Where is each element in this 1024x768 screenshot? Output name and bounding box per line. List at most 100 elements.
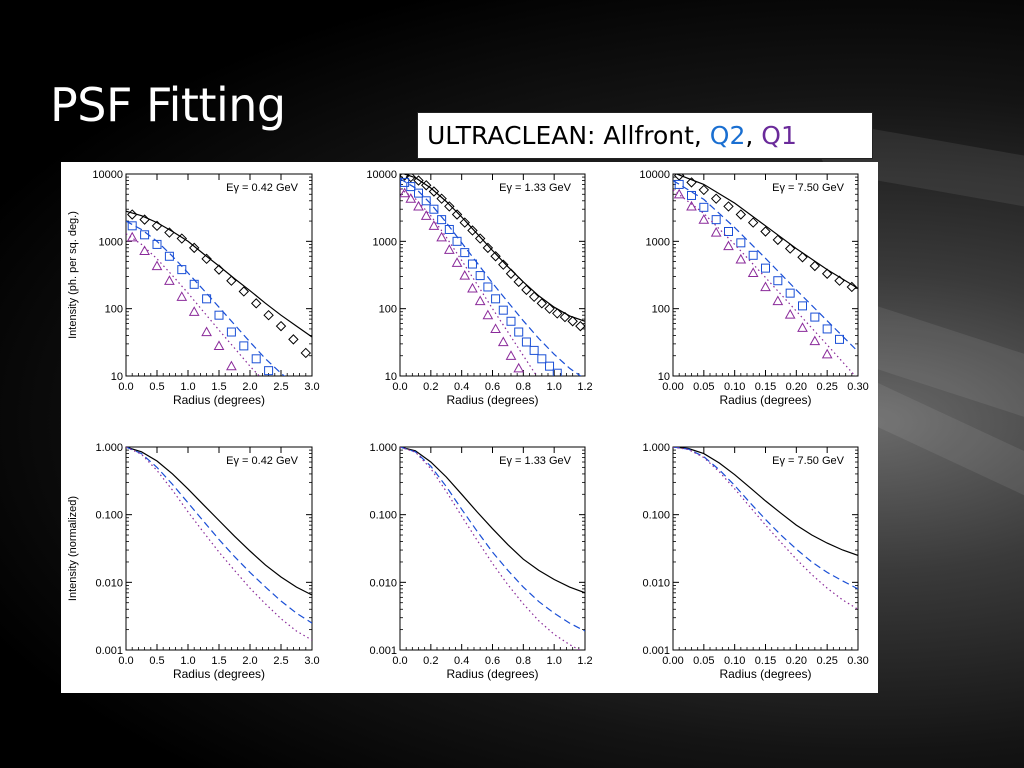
- x-tick-label: 0.15: [755, 655, 776, 667]
- x-axis-label: Radius (degrees): [446, 667, 538, 681]
- energy-annotation: Eγ = 7.50 GeV: [772, 182, 845, 194]
- data-point-square: [444, 224, 454, 234]
- data-point-square: [521, 337, 531, 347]
- psf-figure: 0.0 0.5 1.0 1.5 2.0 2.5 3.0 10 100 1000 10000 Radiu…: [67, 169, 869, 681]
- x-tick-label: 0.4: [454, 655, 469, 667]
- series-curve-q1: [400, 447, 581, 650]
- data-point-square: [529, 345, 539, 355]
- x-tick-label: 1.2: [577, 655, 592, 667]
- energy-annotation: Eγ = 0.42 GeV: [226, 455, 299, 467]
- data-point-triangle: [482, 309, 494, 320]
- data-point-square: [127, 221, 137, 231]
- data-point-square: [460, 248, 470, 258]
- series-curve-allfront: [402, 174, 585, 322]
- data-point-diamond: [567, 316, 578, 327]
- data-point-diamond: [747, 217, 759, 228]
- data-point-square: [748, 250, 758, 260]
- x-tick-label: 0.25: [816, 381, 837, 393]
- y-axis-label: Intensity (normalized): [67, 496, 79, 601]
- data-point-triangle: [474, 295, 486, 306]
- x-tick-label: 0.8: [516, 381, 531, 393]
- data-point-diamond: [552, 308, 563, 319]
- x-tick-label: 0.6: [485, 655, 500, 667]
- data-point-square: [514, 327, 524, 337]
- data-point-diamond: [482, 242, 494, 254]
- data-point-triangle: [405, 193, 417, 203]
- series-curve-allfront: [400, 447, 585, 594]
- y-tick-label: 1.000: [95, 442, 123, 454]
- data-point-triangle: [428, 220, 440, 230]
- data-point-square: [724, 226, 733, 236]
- data-point-diamond: [559, 311, 571, 323]
- x-tick-label: 1.2: [577, 381, 592, 393]
- x-tick-label: 0.00: [662, 381, 683, 393]
- x-tick-label: 3.0: [304, 381, 319, 393]
- data-point-triangle: [213, 340, 225, 350]
- data-point-diamond: [288, 334, 299, 345]
- data-point-diamond: [521, 284, 532, 296]
- data-point-diamond: [428, 186, 440, 197]
- data-point-diamond: [846, 281, 858, 293]
- x-axis-label: Radius (degrees): [173, 393, 265, 407]
- data-point-triangle: [505, 350, 517, 360]
- chart-panel-2: 0.0 0.2 0.4 0.6 0.8 1.0 1.2 10 100 1000 10000 Radiu…: [366, 169, 592, 407]
- x-tick-label: 1.0: [547, 655, 562, 667]
- energy-annotation: Eγ = 7.50 GeV: [772, 455, 845, 467]
- data-point-square: [226, 327, 236, 337]
- plot-area: [673, 447, 858, 610]
- x-axis-label: Radius (degrees): [719, 667, 811, 681]
- data-point-square: [189, 279, 199, 289]
- series-curve-q2: [400, 447, 585, 632]
- data-point-square: [264, 366, 274, 376]
- data-point-triangle: [710, 227, 722, 237]
- data-point-square: [687, 190, 696, 200]
- y-tick-label: 1000: [373, 236, 397, 248]
- data-point-diamond: [505, 268, 517, 279]
- y-tick-label: 0.100: [642, 510, 670, 522]
- data-point-triangle: [784, 308, 796, 319]
- plot-area: [400, 174, 585, 376]
- data-point-diamond: [575, 320, 585, 332]
- x-tick-label: 0.5: [149, 381, 164, 393]
- data-point-diamond: [723, 201, 734, 212]
- data-point-triangle: [459, 270, 471, 280]
- plot-area: [126, 447, 312, 641]
- data-point-diamond: [300, 347, 312, 359]
- y-tick-label: 100: [379, 304, 397, 316]
- series-curve-q2: [126, 447, 312, 624]
- data-point-triangle: [723, 240, 734, 251]
- data-point-triangle: [451, 257, 463, 267]
- x-tick-label: 0.30: [847, 655, 868, 667]
- data-point-diamond: [735, 209, 747, 220]
- data-point-square: [773, 276, 783, 286]
- x-tick-label: 0.15: [755, 381, 776, 393]
- x-tick-label: 1.0: [180, 655, 195, 667]
- data-point-square: [711, 215, 721, 225]
- data-point-diamond: [126, 209, 138, 220]
- chart-panel-4: 0.0 0.5 1.0 1.5 2.0 2.5 3.0 0.001 0.010 0.100 1.00…: [67, 442, 320, 681]
- data-point-triangle: [400, 187, 410, 198]
- x-tick-label: 0.0: [118, 655, 133, 667]
- data-point-triangle: [176, 291, 188, 301]
- y-tick-label: 10: [658, 371, 670, 383]
- data-point-diamond: [498, 259, 509, 270]
- chart-panel-3: 0.00 0.05 0.10 0.15 0.20 0.25 0.30 10 100 1000 100…: [639, 169, 868, 407]
- x-tick-label: 0.10: [724, 381, 745, 393]
- series-curve-q2: [126, 220, 286, 376]
- data-point-diamond: [784, 243, 796, 254]
- data-point-diamond: [772, 234, 784, 246]
- y-tick-label: 0.001: [95, 645, 123, 657]
- data-point-triangle: [151, 260, 163, 271]
- data-point-triangle: [760, 281, 771, 292]
- data-point-diamond: [490, 251, 501, 262]
- data-point-diamond: [176, 233, 188, 244]
- data-point-diamond: [250, 298, 262, 309]
- y-tick-label: 10: [385, 371, 397, 383]
- energy-annotation: Eγ = 1.33 GeV: [499, 182, 572, 194]
- x-tick-label: 0.25: [816, 655, 837, 667]
- data-point-triangle: [188, 306, 200, 316]
- data-point-triangle: [164, 275, 175, 285]
- data-point-diamond: [467, 225, 478, 236]
- data-point-square: [822, 324, 832, 334]
- series-curve-allfront: [126, 447, 312, 596]
